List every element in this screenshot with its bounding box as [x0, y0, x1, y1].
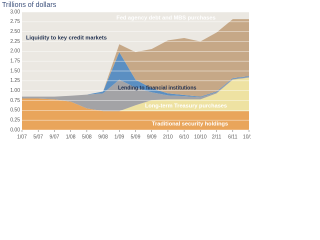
area [22, 19, 249, 97]
y-tick-label: 2.75 [10, 19, 20, 25]
y-tick-label: 1.00 [10, 88, 20, 94]
y-tick-label: 1.75 [10, 58, 20, 64]
x-tick-label: 9/07 [50, 134, 60, 140]
y-tick-label: 0.75 [10, 98, 20, 104]
series-label: Lending to financial institutions [118, 85, 196, 91]
x-tick-label: 10/10 [194, 134, 207, 140]
labels: Traditional security holdings Long-term T… [26, 15, 228, 127]
grid: 0.00 0.25 0.50 0.75 1.00 1.25 1.50 1.75 2.00 2.25… [10, 9, 251, 140]
x-tick-label: 5/07 [33, 134, 43, 140]
y-tick-label: 0.25 [10, 117, 20, 123]
series-label: Fed agency debt and MBS purchases [116, 15, 215, 21]
x-tick-label: 10/11 [243, 134, 251, 140]
x-tick-label: 9/08 [98, 134, 108, 140]
area [22, 98, 249, 130]
area [22, 76, 249, 112]
x-tick-label: 9/09 [147, 134, 157, 140]
x-tick-label: 5/09 [131, 134, 141, 140]
series-label: Long-term Treasury purchases [145, 103, 227, 109]
y-tick-label: 1.25 [10, 78, 20, 84]
y-tick-label: 2.50 [10, 29, 20, 35]
chart: Trillions of dollars 0.00 0.25 0.50 0.75 1.0… [2, 2, 251, 140]
y-tick-label: 0.00 [10, 127, 20, 133]
y-tick-label: 0.50 [10, 108, 20, 114]
x-tick-label: 1/08 [66, 134, 76, 140]
x-tick-label: 1/09 [114, 134, 124, 140]
x-tick-label: 2/11 [212, 134, 222, 140]
x-tick-label: 6/11 [228, 134, 238, 140]
x-tick-label: 6/10 [179, 134, 189, 140]
areas [22, 19, 249, 130]
series-label: Liquidity to key credit markets [26, 35, 107, 41]
area [22, 77, 249, 112]
y-tick-label: 2.25 [10, 39, 20, 45]
x-tick-label: 1/07 [17, 134, 27, 140]
y-axis-label: Trillions of dollars [2, 2, 57, 9]
series-label: Traditional security holdings [152, 121, 228, 127]
x-tick-label: 2/10 [163, 134, 173, 140]
x-tick-label: 5/08 [82, 134, 92, 140]
y-tick-label: 2.00 [10, 49, 20, 55]
y-tick-label: 1.50 [10, 68, 20, 74]
y-tick-label: 3.00 [10, 9, 20, 15]
